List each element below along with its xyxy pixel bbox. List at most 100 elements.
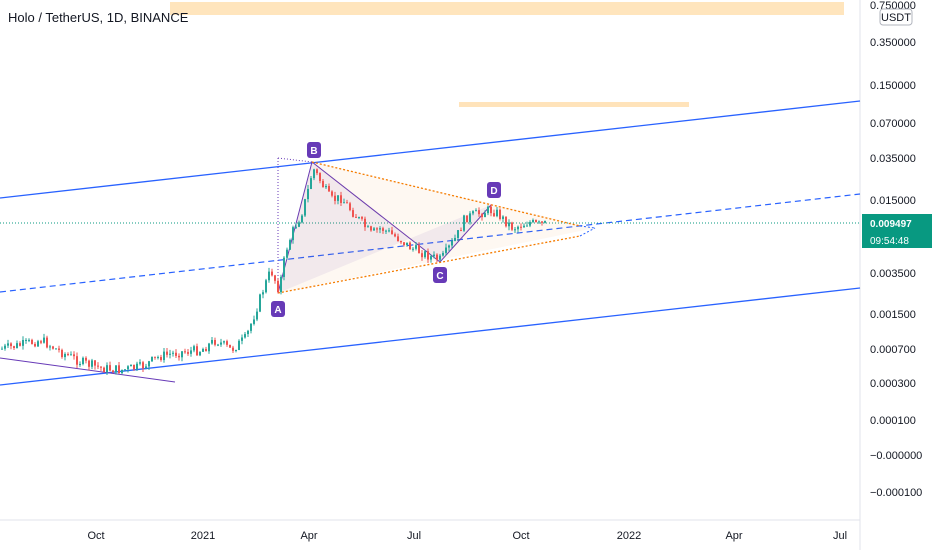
- candle-body: [175, 352, 177, 356]
- channel-middle[interactable]: [0, 193, 861, 293]
- candle-body: [259, 294, 261, 312]
- candle-body: [301, 215, 303, 223]
- candle-body: [511, 222, 513, 230]
- candle-body: [487, 206, 489, 214]
- candle-body: [502, 216, 504, 219]
- supply-zone-top[interactable]: [170, 2, 844, 15]
- candle-body: [424, 251, 426, 258]
- candle-body: [388, 230, 390, 232]
- candle-body: [118, 365, 120, 374]
- point-badge-d[interactable]: [487, 182, 501, 198]
- candle-body: [127, 366, 129, 370]
- candle-body: [532, 219, 534, 223]
- candle-body: [196, 346, 198, 356]
- candle-body: [505, 216, 507, 227]
- candle-body: [418, 245, 420, 254]
- y-tick-label: 0.000100: [870, 415, 916, 427]
- point-badge-c[interactable]: [433, 267, 447, 283]
- candle-body: [406, 242, 408, 245]
- candle-body: [433, 254, 435, 257]
- candle-body: [391, 230, 393, 235]
- candle-body: [400, 241, 402, 243]
- y-tick-label: 0.150000: [870, 80, 916, 92]
- y-tick-label: 0.070000: [870, 118, 916, 130]
- triangle-right: [579, 225, 596, 229]
- point-label-a: A: [274, 305, 281, 316]
- candle-body: [469, 213, 471, 223]
- candle-body: [394, 234, 396, 237]
- candle-body: [340, 195, 342, 203]
- candle-body: [241, 337, 243, 341]
- triangle-lower[interactable]: [277, 235, 581, 294]
- candle-body: [454, 237, 456, 241]
- candle-body: [274, 275, 276, 281]
- candle-body: [187, 352, 189, 354]
- candle-body: [70, 354, 72, 356]
- currency-label: USDT: [881, 12, 911, 24]
- candle-body: [409, 242, 411, 250]
- candle-body: [121, 369, 123, 374]
- last-price-label: 0.009497: [870, 219, 912, 230]
- candle-body: [130, 364, 132, 367]
- candle-body: [100, 366, 102, 368]
- candle-body: [217, 344, 219, 346]
- candle-body: [55, 348, 57, 350]
- candle-body: [34, 343, 36, 347]
- channel-lower[interactable]: [0, 287, 861, 386]
- candle-body: [478, 210, 480, 215]
- candle-body: [40, 341, 42, 343]
- candle-body: [292, 227, 294, 241]
- candle-body: [16, 343, 18, 348]
- candle-body: [280, 276, 282, 293]
- price-axis[interactable]: 0.7500000.3500000.1500000.0700000.035000…: [870, 0, 922, 499]
- candle-body: [148, 361, 150, 367]
- candle-body: [451, 240, 453, 246]
- candle-body: [457, 230, 459, 238]
- candle-body: [445, 247, 447, 253]
- candle-body: [244, 334, 246, 338]
- candle-body: [13, 346, 15, 348]
- triangle-fill[interactable]: [278, 162, 595, 293]
- candle-body: [331, 191, 333, 196]
- candle-body: [463, 215, 465, 231]
- candle-body: [349, 203, 351, 211]
- candle-body: [436, 254, 438, 260]
- supply-zone-mid[interactable]: [459, 102, 689, 107]
- point-label-c: C: [436, 271, 443, 282]
- candle-body: [184, 351, 186, 353]
- candle-body: [265, 280, 267, 293]
- currency-badge[interactable]: [879, 8, 913, 26]
- candle-body: [37, 341, 39, 347]
- candle-body: [517, 226, 519, 230]
- x-tick-label: 2022: [617, 530, 641, 542]
- triangle-upper[interactable]: [311, 161, 581, 227]
- candle-body: [310, 178, 312, 189]
- candle-body: [352, 210, 354, 217]
- candle-body: [142, 362, 144, 369]
- y-tick-label: 0.000300: [870, 378, 916, 390]
- candle-body: [247, 330, 249, 335]
- time-axis[interactable]: Oct 2021 Apr Jul Oct 2022 Apr Jul: [87, 530, 847, 542]
- candle-body: [112, 370, 114, 373]
- candle-body: [325, 186, 327, 188]
- candle-body: [286, 249, 288, 258]
- candle-body: [253, 319, 255, 324]
- point-badge-b[interactable]: [307, 142, 321, 158]
- candle-body: [250, 323, 252, 331]
- candle-body: [421, 253, 423, 258]
- candle-body: [535, 219, 537, 223]
- channel-upper[interactable]: [0, 100, 861, 199]
- candle-body: [466, 215, 468, 223]
- candle-body: [385, 230, 387, 232]
- candle-body: [46, 337, 48, 348]
- point-badge-a[interactable]: [271, 301, 285, 317]
- candle-body: [94, 360, 96, 366]
- last-price-badge: [862, 214, 932, 232]
- x-tick-label: Jul: [833, 530, 847, 542]
- candle-body: [373, 228, 375, 231]
- early-trendline[interactable]: [0, 357, 176, 383]
- candle-body: [361, 217, 363, 219]
- candle-body: [181, 351, 183, 358]
- candle-body: [232, 347, 234, 351]
